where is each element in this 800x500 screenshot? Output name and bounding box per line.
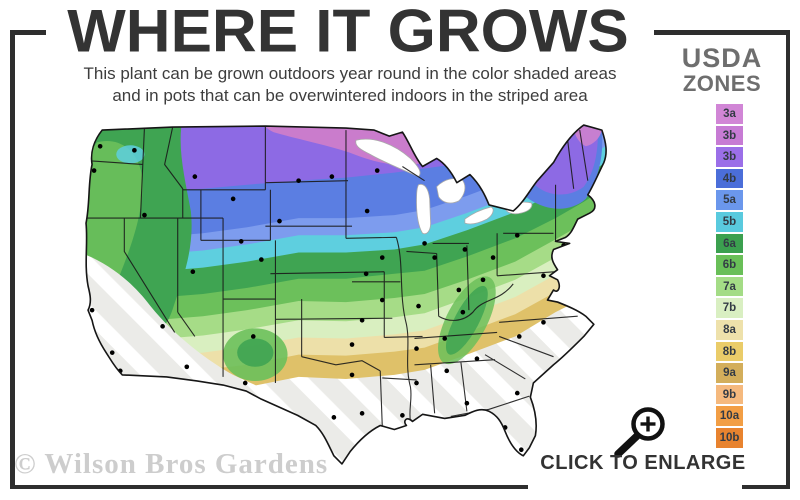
city-dot <box>400 413 405 418</box>
city-dot <box>416 303 421 309</box>
legend-zone-chip: 4b <box>716 168 743 189</box>
city-dot <box>464 400 470 406</box>
city-dot <box>109 350 115 355</box>
frame-top-left <box>10 30 46 35</box>
city-dot <box>97 143 103 149</box>
legend-zone-chip: 5b <box>716 211 743 232</box>
city-dot <box>514 232 520 238</box>
city-dot <box>331 415 337 420</box>
city-dot <box>518 447 524 453</box>
city-dot <box>585 218 591 224</box>
frame-bottom-left <box>10 484 528 489</box>
city-dot <box>442 336 448 341</box>
legend-zone-chip: 7b <box>716 298 743 318</box>
city-dot <box>541 273 546 279</box>
city-dot <box>460 309 466 315</box>
city-dot <box>329 174 335 179</box>
magnifier-zoom-icon[interactable] <box>602 400 674 464</box>
legend-zone-chip: 5a <box>716 190 743 210</box>
city-dot <box>414 346 419 351</box>
subtitle-line1: This plant can be grown outdoors year ro… <box>83 64 617 83</box>
subtitle-line2: and in pots that can be overwintered ind… <box>112 86 588 106</box>
legend-zone-chip: 3b <box>716 147 743 167</box>
city-dot <box>132 147 137 153</box>
usda-zone-legend: 3a 3b 3b 4b 5a 5b 6a 6b 7a 7b 8a 8b 9a 9b 10a 10b <box>716 104 743 450</box>
city-dot <box>142 212 147 218</box>
legend-zone-chip: 9a <box>716 363 743 383</box>
city-dot <box>89 307 95 313</box>
city-dot <box>490 255 496 260</box>
legend-title-usda: USDA <box>681 43 763 73</box>
frame-top-right <box>654 30 790 35</box>
us-zone-map[interactable] <box>82 122 616 471</box>
city-dot <box>422 241 427 246</box>
frame-bottom-right <box>742 484 790 489</box>
legend-title-zones: ZONES <box>682 71 762 97</box>
northeast-purple-patch <box>531 130 598 195</box>
city-dot <box>359 411 365 416</box>
city-dot <box>444 368 450 374</box>
city-dot <box>184 364 190 370</box>
state-borders <box>86 126 589 426</box>
page-title: WHERE IT GROWS <box>67 0 629 65</box>
legend-zone-chip: 8a <box>716 319 743 340</box>
legend-zone-chip: 3a <box>716 104 743 124</box>
frame-left <box>10 30 15 489</box>
legend-zone-chip: 10b <box>716 427 743 448</box>
city-dot <box>230 196 236 202</box>
city-dot <box>364 208 370 214</box>
city-dot <box>414 380 419 386</box>
city-dot <box>432 255 437 260</box>
city-dots <box>89 143 591 453</box>
city-dot <box>363 271 369 277</box>
click-to-enlarge-button[interactable]: CLICK TO ENLARGE <box>540 452 746 474</box>
city-dot <box>160 324 165 329</box>
city-dot <box>516 334 522 339</box>
city-dot <box>238 239 244 244</box>
legend-zone-chip: 3b <box>716 125 743 146</box>
city-dot <box>456 287 462 293</box>
city-dot <box>259 257 264 262</box>
maine-magenta-tip <box>573 125 602 147</box>
city-dot <box>296 178 301 183</box>
legend-title: USDA ZONES <box>678 43 766 97</box>
city-dot <box>242 380 248 386</box>
city-dot <box>349 342 355 347</box>
city-dot <box>379 297 385 303</box>
us-map-outline <box>85 124 607 465</box>
legend-zone-chip: 7a <box>716 276 743 297</box>
legend-zone-chip: 9b <box>716 384 743 405</box>
legend-zone-chip: 6b <box>716 255 743 275</box>
city-dot <box>480 277 486 283</box>
city-dot <box>277 218 282 224</box>
subtitle: This plant can be grown outdoors year ro… <box>50 63 650 107</box>
city-dot <box>474 356 480 362</box>
city-dot <box>91 168 97 173</box>
legend-zone-chip: 10a <box>716 406 743 426</box>
frame-right <box>785 30 790 489</box>
city-dot <box>514 390 520 396</box>
city-dot <box>374 168 380 173</box>
city-dot <box>541 319 546 325</box>
legend-zone-chip: 8b <box>716 341 743 362</box>
city-dot <box>349 372 355 378</box>
city-dot <box>462 247 468 252</box>
city-dot <box>250 334 256 339</box>
city-dot <box>359 317 365 323</box>
city-dot <box>379 255 385 260</box>
city-dot <box>192 174 198 179</box>
watermark: © Wilson Bros Gardens <box>14 448 329 480</box>
legend-zone-chip: 6a <box>716 233 743 254</box>
city-dot <box>190 269 196 275</box>
